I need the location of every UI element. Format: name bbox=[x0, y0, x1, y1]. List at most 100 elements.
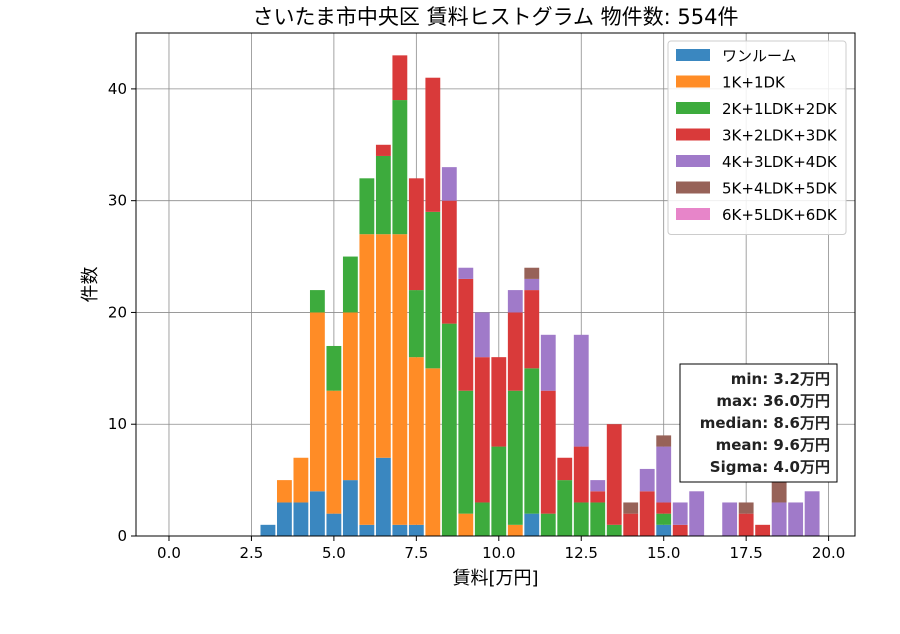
x-tick-label: 5.0 bbox=[322, 544, 346, 562]
y-tick-label: 10 bbox=[108, 415, 127, 433]
bar-segment bbox=[392, 100, 408, 235]
bar-segment bbox=[392, 55, 408, 101]
bar-segment bbox=[491, 357, 507, 447]
stats-line: Sigma: 4.0万円 bbox=[710, 458, 830, 476]
bar-segment bbox=[804, 491, 820, 536]
bar-segment bbox=[590, 491, 606, 503]
bar-segment bbox=[623, 502, 639, 514]
bar-segment bbox=[326, 390, 342, 514]
x-tick-label: 2.5 bbox=[240, 544, 264, 562]
bar-segment bbox=[425, 77, 441, 212]
stats-line: min: 3.2万円 bbox=[731, 370, 830, 388]
bar-segment bbox=[408, 357, 424, 525]
bar-segment bbox=[441, 200, 457, 324]
x-axis-label: 賃料[万円] bbox=[452, 568, 538, 589]
bar-segment bbox=[507, 524, 523, 536]
bar-segment bbox=[425, 368, 441, 536]
bar-segment bbox=[260, 524, 276, 536]
bar-segment bbox=[408, 178, 424, 291]
bar-segment bbox=[276, 502, 292, 536]
bar-segment bbox=[375, 457, 391, 536]
bar-segment bbox=[474, 357, 490, 503]
bar-segment bbox=[375, 144, 391, 156]
legend-label: 1K+1DK bbox=[722, 74, 786, 92]
stats-line: median: 8.6万円 bbox=[700, 414, 830, 432]
bar-segment bbox=[524, 278, 540, 291]
legend-label: 5K+4LDK+5DK bbox=[722, 180, 838, 198]
bar-segment bbox=[573, 446, 589, 503]
legend-label: 3K+2LDK+3DK bbox=[722, 127, 838, 145]
legend-swatch bbox=[676, 155, 710, 167]
plot-frame bbox=[135, 32, 856, 537]
bar-segment bbox=[375, 234, 391, 458]
bar-segment bbox=[458, 267, 474, 279]
bar-segment bbox=[540, 513, 556, 536]
bar-segment bbox=[408, 290, 424, 358]
bar-segment bbox=[309, 312, 325, 492]
stats-line: mean: 9.6万円 bbox=[716, 436, 830, 454]
bar-segment bbox=[309, 491, 325, 536]
legend-label: ワンルーム bbox=[722, 47, 797, 65]
bar-segment bbox=[540, 334, 556, 391]
x-tick-label: 7.5 bbox=[404, 544, 428, 562]
bar-segment bbox=[656, 524, 672, 536]
bar-segment bbox=[606, 424, 622, 525]
legend-box bbox=[667, 40, 847, 235]
bar-segment bbox=[656, 513, 672, 525]
x-tick-label: 12.5 bbox=[565, 544, 598, 562]
y-tick-label: 30 bbox=[108, 192, 127, 210]
bars bbox=[260, 55, 820, 536]
bar-segment bbox=[755, 524, 771, 536]
legend-swatch bbox=[676, 49, 710, 61]
bar-segment bbox=[524, 267, 540, 279]
legend-label: 2K+1LDK+2DK bbox=[722, 100, 838, 118]
bar-segment bbox=[656, 435, 672, 447]
bar-segment bbox=[771, 502, 787, 536]
y-tick-label: 40 bbox=[108, 80, 127, 98]
bar-segment bbox=[524, 513, 540, 536]
bar-segment bbox=[441, 323, 457, 536]
legend-label: 6K+5LDK+6DK bbox=[722, 206, 838, 224]
bar-segment bbox=[689, 491, 705, 536]
bar-segment bbox=[326, 513, 342, 536]
y-axis-label: 件数 bbox=[80, 267, 101, 303]
bar-segment bbox=[507, 312, 523, 391]
bar-segment bbox=[458, 513, 474, 536]
bar-segment bbox=[639, 468, 655, 492]
bar-segment bbox=[359, 234, 375, 525]
legend-swatch bbox=[676, 128, 710, 141]
bar-segment bbox=[557, 480, 573, 536]
x-tick-label: 15.0 bbox=[647, 544, 680, 562]
bar-segment bbox=[738, 502, 754, 514]
y-tick-label: 20 bbox=[108, 303, 127, 321]
bar-segment bbox=[656, 446, 672, 503]
bar-segment bbox=[375, 155, 391, 235]
legend-swatch bbox=[676, 208, 710, 220]
bar-segment bbox=[392, 524, 408, 536]
bar-segment bbox=[639, 491, 655, 536]
bar-segment bbox=[326, 345, 342, 391]
bar-segment bbox=[474, 502, 490, 536]
bar-segment bbox=[573, 502, 589, 536]
bar-segment bbox=[524, 368, 540, 514]
bar-segment bbox=[672, 502, 688, 525]
bar-segment bbox=[408, 524, 424, 536]
bar-segment bbox=[590, 480, 606, 492]
chart-title: さいたま市中央区 賃料ヒストグラム 物件数: 554件 bbox=[253, 5, 739, 29]
legend-label: 4K+3LDK+4DK bbox=[722, 153, 838, 171]
bar-segment bbox=[590, 502, 606, 536]
bar-segment bbox=[507, 390, 523, 525]
bar-segment bbox=[293, 502, 309, 536]
bar-segment bbox=[342, 480, 358, 536]
bar-segment bbox=[606, 524, 622, 536]
bar-segment bbox=[458, 278, 474, 391]
bar-segment bbox=[309, 290, 325, 313]
bar-segment bbox=[738, 513, 754, 536]
stats-box-frame bbox=[679, 363, 838, 483]
bar-segment bbox=[722, 502, 738, 536]
bar-segment bbox=[507, 290, 523, 313]
x-tick-label: 10.0 bbox=[482, 544, 515, 562]
y-tick-label: 0 bbox=[117, 527, 127, 545]
bar-segment bbox=[656, 502, 672, 514]
